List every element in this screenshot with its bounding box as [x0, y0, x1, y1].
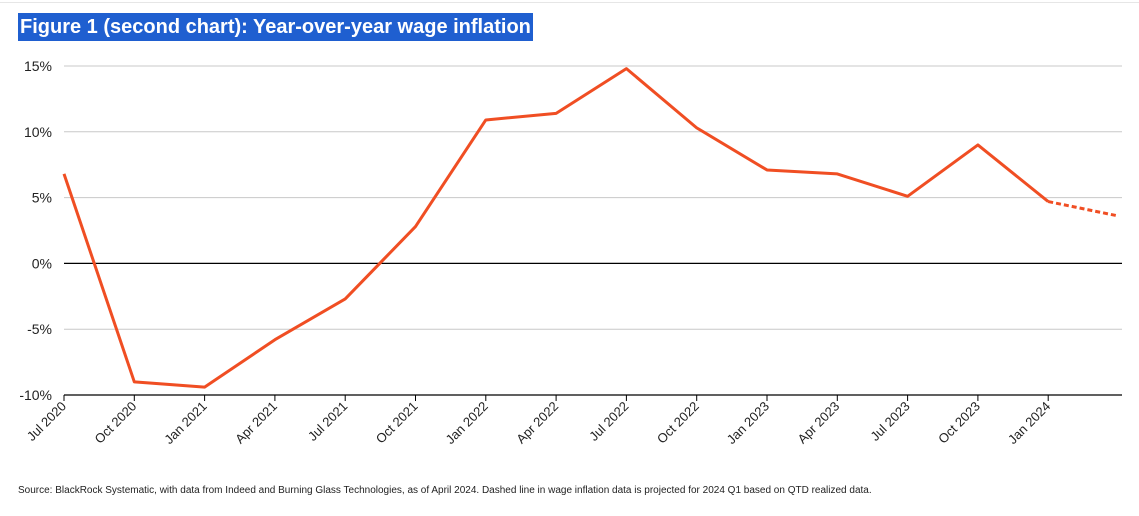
x-tick-label: Jul 2020	[24, 399, 69, 444]
projected-series-line	[1047, 200, 1119, 218]
y-tick-label: -5%	[27, 321, 52, 337]
x-tick-label: Oct 2023	[935, 399, 983, 447]
x-tick-label: Oct 2022	[654, 399, 702, 447]
x-tick-label: Oct 2021	[373, 399, 421, 447]
x-tick-label: Jul 2022	[586, 399, 631, 444]
x-tick-label: Oct 2020	[92, 399, 140, 447]
x-axis-ticks: Jul 2020 Oct 2020 Jan 2021 Apr 2021 Jul 2021…	[24, 395, 1053, 447]
x-tick-label: Jan 2021	[161, 399, 209, 447]
x-tick-label: Apr 2023	[795, 399, 843, 447]
x-tick-label: Jan 2023	[724, 399, 772, 447]
top-border	[0, 2, 1139, 3]
series-lines	[62, 67, 1119, 389]
chart-title: Figure 1 (second chart): Year-over-year …	[18, 13, 533, 41]
x-tick-label: Jul 2021	[305, 399, 350, 444]
x-tick-label: Apr 2021	[232, 399, 280, 447]
x-tick-label: Apr 2022	[513, 399, 561, 447]
y-tick-label: 10%	[24, 124, 52, 140]
y-tick-label: 15%	[24, 58, 52, 74]
y-tick-label: -10%	[19, 387, 52, 403]
x-tick-label: Jan 2024	[1005, 399, 1053, 447]
source-note: Source: BlackRock Systematic, with data …	[18, 485, 872, 496]
grid-lines	[64, 65, 1122, 396]
y-axis-ticks: 15% 10% 5% 0% -5% -10%	[19, 58, 52, 403]
y-tick-label: 0%	[32, 255, 52, 271]
wage-inflation-line	[62, 67, 1050, 389]
x-tick-label: Jan 2022	[442, 399, 490, 447]
y-tick-label: 5%	[32, 190, 52, 206]
x-tick-label: Jul 2023	[867, 399, 912, 444]
